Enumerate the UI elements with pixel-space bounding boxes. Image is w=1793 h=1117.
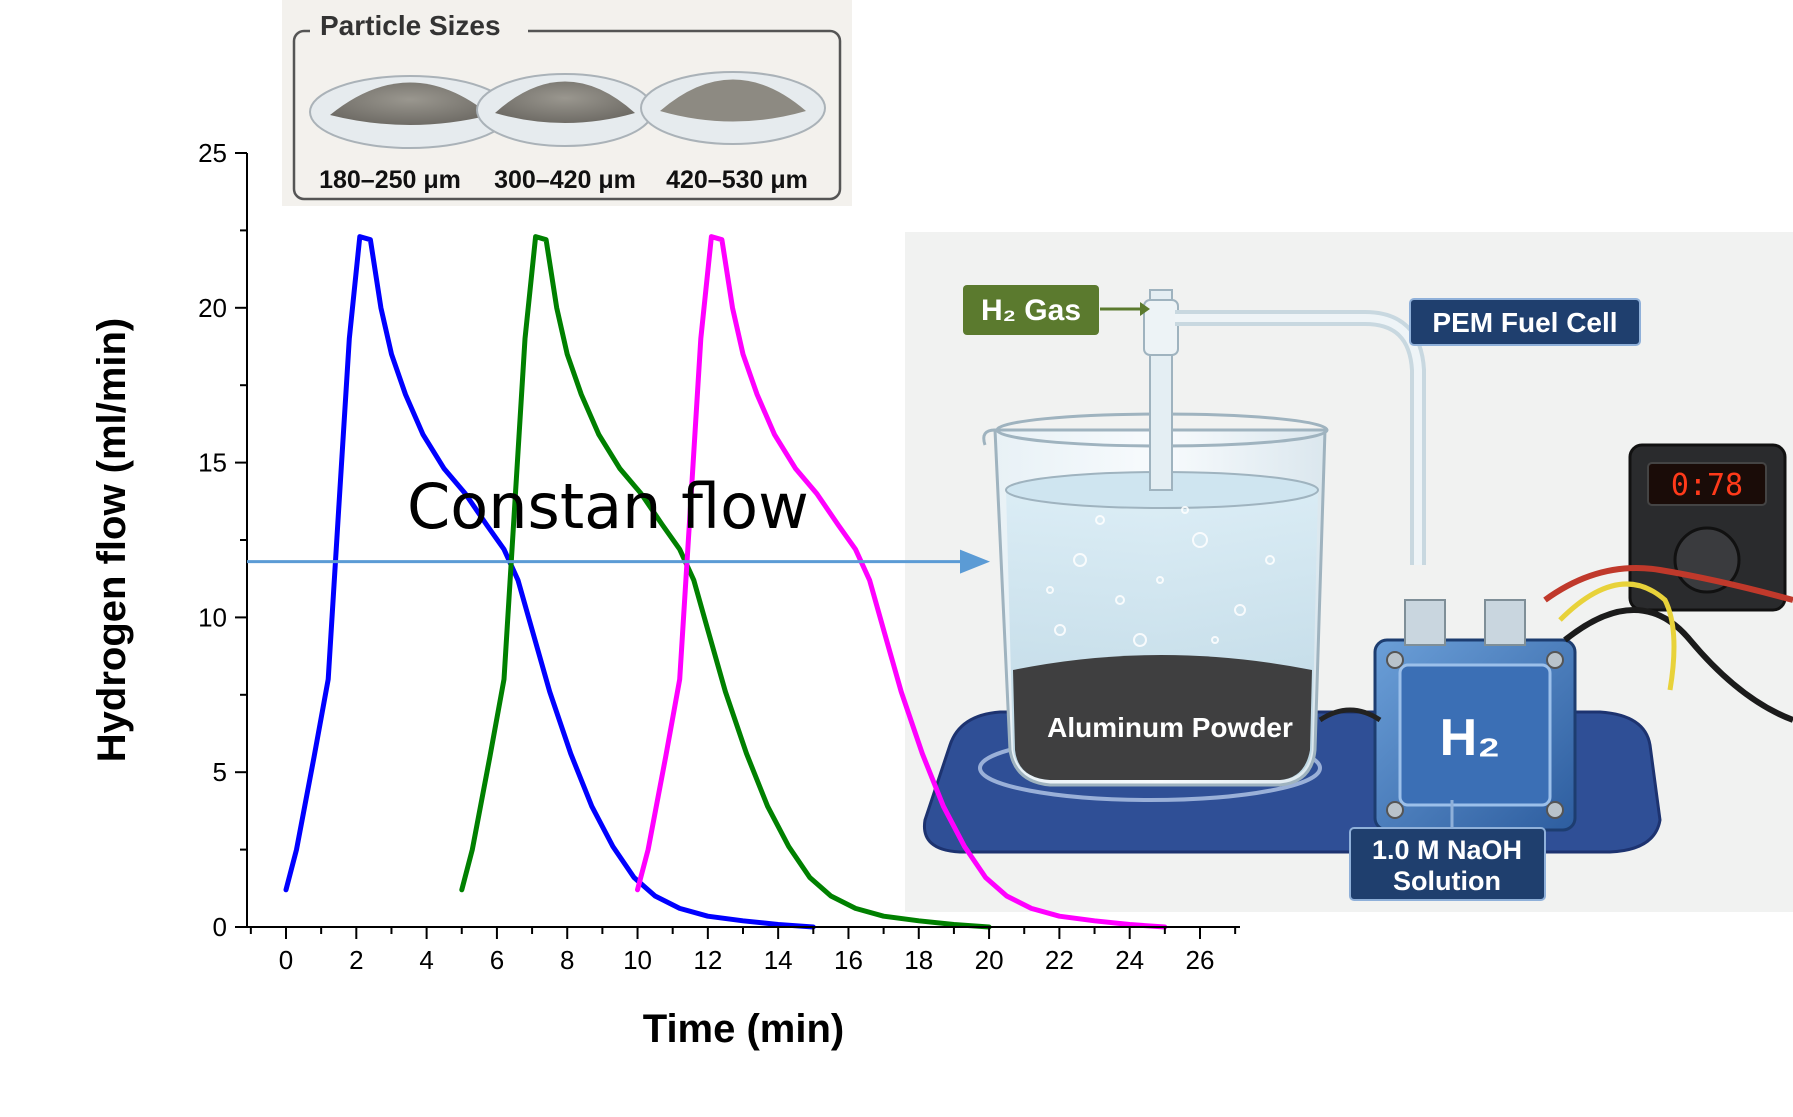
black-wire (1563, 607, 1793, 723)
dish-label-2: 300–420 μm (494, 166, 636, 194)
x-axis-ticks: 0 2 4 6 8 10 12 14 16 18 20 22 24 26 (249, 927, 1237, 975)
naoh-label-line1: 1.0 M NaOH (1372, 835, 1522, 865)
y-tick-label: 20 (198, 293, 227, 323)
x-tick-label: 0 (279, 945, 293, 975)
x-tick-label: 14 (764, 945, 793, 975)
constant-flow-annotation: Constan flow (407, 470, 809, 543)
naoh-label-line2: Solution (1393, 866, 1501, 896)
y-axis-ticks: 0 5 10 15 20 25 (198, 138, 247, 942)
dish-label-3: 420–530 μm (666, 166, 808, 194)
stir-cable (1318, 707, 1382, 723)
y-tick-label: 10 (198, 602, 227, 632)
x-tick-label: 22 (1045, 945, 1074, 975)
y-tick-label: 0 (213, 912, 227, 942)
aluminum-powder-label: Aluminum Powder (1047, 712, 1293, 743)
y-tick-label: 5 (213, 757, 227, 787)
naoh-badge (1349, 827, 1546, 901)
multimeter-display (1647, 462, 1767, 506)
pem-fuel-cell-badge (1409, 298, 1641, 346)
y-tick-label: 15 (198, 448, 227, 478)
x-tick-label: 16 (834, 945, 863, 975)
inset-title-bg (310, 14, 528, 48)
fuel-cell-h2-label: H₂ (1440, 709, 1501, 767)
bubbles (1046, 506, 1275, 647)
h2-gas-label: H₂ Gas (981, 294, 1081, 327)
x-tick-label: 12 (693, 945, 722, 975)
dish-label-1: 180–250 μm (319, 166, 461, 194)
fuel-cell-bolt (1386, 801, 1404, 819)
yellow-wire (1558, 581, 1677, 691)
particle-size-inset: Particle Sizes 180–250 μm 300–420 μm 420… (282, 0, 852, 206)
series-layer (283, 234, 1168, 930)
series-line-3 (635, 234, 1168, 930)
constant-flow-arrow-head (960, 549, 990, 574)
fuel-cell-port-right (1484, 599, 1526, 646)
x-tick-label: 10 (623, 945, 652, 975)
x-tick-label: 6 (490, 945, 504, 975)
x-tick-label: 26 (1186, 945, 1215, 975)
fuel-cell-bolt (1546, 801, 1564, 819)
tube-connector (1143, 299, 1179, 356)
h2-gas-pointer-head (1140, 302, 1150, 316)
x-axis-title: Time (min) (643, 1007, 845, 1051)
series-line-1 (283, 234, 816, 930)
inset-title: Particle Sizes (320, 10, 501, 41)
red-wire (1543, 565, 1793, 603)
x-tick-label: 18 (904, 945, 933, 975)
fuel-cell-bolt (1386, 651, 1404, 669)
x-tick-label: 8 (560, 945, 574, 975)
multimeter-reading: 0:78 (1671, 468, 1743, 503)
gas-hose-highlight (1175, 314, 1422, 565)
x-tick-label: 24 (1115, 945, 1144, 975)
h2-gas-badge (963, 285, 1099, 335)
dish-420-530 (640, 71, 826, 145)
y-tick-label: 25 (198, 138, 227, 168)
fuel-cell-port-left (1404, 599, 1446, 646)
x-tick-label: 2 (349, 945, 363, 975)
x-tick-label: 4 (419, 945, 433, 975)
fuel-cell-window (1398, 663, 1552, 807)
fuel-cell-bolt (1546, 651, 1564, 669)
dish-300-420 (476, 73, 654, 147)
beaker-spout (982, 428, 996, 446)
pem-fuel-cell-label: PEM Fuel Cell (1432, 307, 1617, 338)
dish-180-250 (309, 75, 511, 149)
y-axis-title: Hydrogen flow (ml/min) (90, 318, 134, 762)
apparatus-illustration: H₂ 0:78 H₂ Gas PEM Fuel Cell Aluminum Po… (905, 232, 1793, 912)
x-tick-label: 20 (975, 945, 1004, 975)
inset-frame (292, 29, 842, 201)
powder-layer (1013, 655, 1312, 780)
series-line-2 (459, 234, 992, 930)
